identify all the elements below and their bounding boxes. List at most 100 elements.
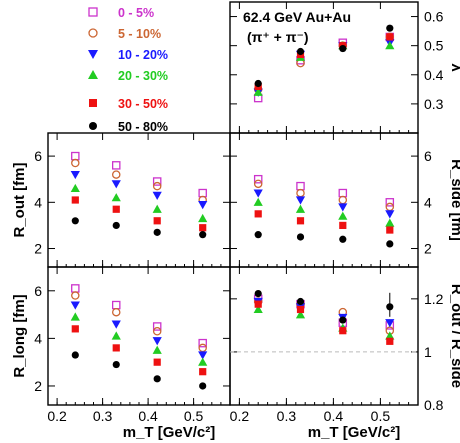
data-point (198, 213, 208, 223)
data-point (339, 316, 347, 324)
data-point (338, 211, 348, 220)
legend-marker (88, 50, 98, 59)
data-point (152, 191, 162, 200)
x-axis-label: m_T [GeV/c²] (123, 424, 216, 441)
data-point (296, 188, 305, 198)
x-tick-label: 0.4 (324, 408, 344, 424)
data-point (70, 170, 80, 180)
data-point (253, 189, 263, 198)
data-point (386, 33, 394, 41)
data-point (199, 231, 207, 239)
y-tick-label: 4 (34, 330, 42, 346)
legend-item: 30 - 50% (89, 97, 168, 111)
data-point (338, 188, 348, 198)
data-point (152, 181, 162, 191)
data-point (153, 375, 161, 383)
data-point (112, 344, 120, 352)
y-tick-label: 0.6 (424, 9, 444, 25)
chart-subtitle: (π⁺ + π⁻) (247, 29, 309, 45)
data-point (296, 181, 305, 191)
data-point (152, 322, 162, 331)
data-point (254, 79, 262, 88)
legend-item: 50 - 80% (89, 120, 168, 134)
data-point (152, 337, 162, 346)
data-point (70, 183, 80, 193)
data-point (198, 357, 208, 366)
legend-item: 5 - 10% (88, 27, 161, 41)
data-point (199, 382, 207, 390)
data-point (254, 289, 262, 298)
y-tick-label: 6 (34, 148, 42, 164)
legend-label: 20 - 30% (118, 69, 168, 83)
data-point (199, 368, 207, 376)
data-point (71, 158, 80, 168)
data-point (385, 319, 395, 328)
y-axis-label: R_out [fm] (11, 163, 28, 238)
data-point (254, 300, 262, 308)
data-point (152, 345, 162, 354)
legend-marker (89, 99, 97, 107)
panel-rside: 2 4 6 R_side [fm] (229, 132, 460, 268)
legend-marker (89, 122, 97, 130)
x-axis-label: m_T [GeV/c²] (308, 424, 401, 441)
data-point (112, 170, 121, 179)
chart-title: 62.4 GeV Au+Au (243, 9, 351, 25)
data-point (253, 174, 263, 184)
y-axis-label: R_out / R_side (448, 284, 460, 388)
data-point (112, 205, 120, 213)
panel-rlong: 0.2 0.3 0.4 0.5 2 4 6 R_long [fm] (11, 266, 231, 424)
data-point (385, 202, 395, 212)
data-point (152, 177, 162, 186)
data-point (111, 320, 121, 329)
legend-label: 5 - 10% (118, 27, 161, 41)
legend-item: 20 - 30% (88, 69, 168, 83)
data-point (386, 24, 394, 32)
y-tick-label: 2 (34, 378, 42, 394)
data-point (199, 224, 207, 232)
data-point (385, 331, 395, 340)
x-tick-label: 0.3 (93, 408, 113, 424)
panel-ratio: 0.2 0.3 0.4 0.5 0.8 1 1.2 R_out / R_side (229, 266, 460, 424)
legend-marker (88, 7, 98, 17)
data-point (71, 351, 79, 359)
data-point (339, 235, 347, 243)
data-point (296, 217, 305, 225)
y-tick-label: 2 (424, 241, 432, 257)
data-point (71, 325, 79, 333)
data-point (386, 226, 394, 234)
data-point (71, 284, 80, 293)
x-tick-label: 0.4 (138, 408, 158, 424)
legend-label: 0 - 5% (118, 6, 154, 20)
y-axis-label: R_long [fm] (11, 294, 28, 377)
data-point (112, 360, 120, 369)
x-tick-label: 0.5 (371, 408, 391, 424)
x-tick-label: 0.5 (184, 408, 204, 424)
data-point (111, 331, 121, 340)
data-point (385, 210, 395, 219)
y-tick-label: 2 (34, 241, 42, 257)
legend-label: 50 - 80% (118, 120, 168, 134)
data-point (386, 240, 394, 248)
data-point (338, 195, 348, 205)
panels: 0.3 0.4 0.5 0.6 λ 2 4 6 R_out [fm] 2 4 6 R_side [fm]… (11, 1, 460, 441)
panel-rout: 2 4 6 R_out [fm] (11, 132, 231, 268)
y-tick-label: 6 (34, 283, 42, 299)
data-point (153, 217, 161, 225)
y-tick-label: 1 (424, 344, 432, 360)
data-point (339, 221, 347, 230)
data-point (295, 204, 306, 213)
legend-label: 30 - 50% (118, 97, 168, 111)
data-point (70, 312, 80, 321)
legend-label: 10 - 20% (118, 48, 168, 62)
data-point (385, 41, 395, 50)
data-point (386, 303, 394, 311)
y-tick-label: 4 (34, 194, 42, 210)
legend-item: 0 - 5% (88, 6, 154, 20)
data-point (152, 204, 162, 213)
data-point (385, 218, 395, 227)
data-point (198, 351, 208, 360)
data-point (71, 291, 80, 300)
data-point (153, 228, 161, 236)
data-point (296, 297, 305, 306)
